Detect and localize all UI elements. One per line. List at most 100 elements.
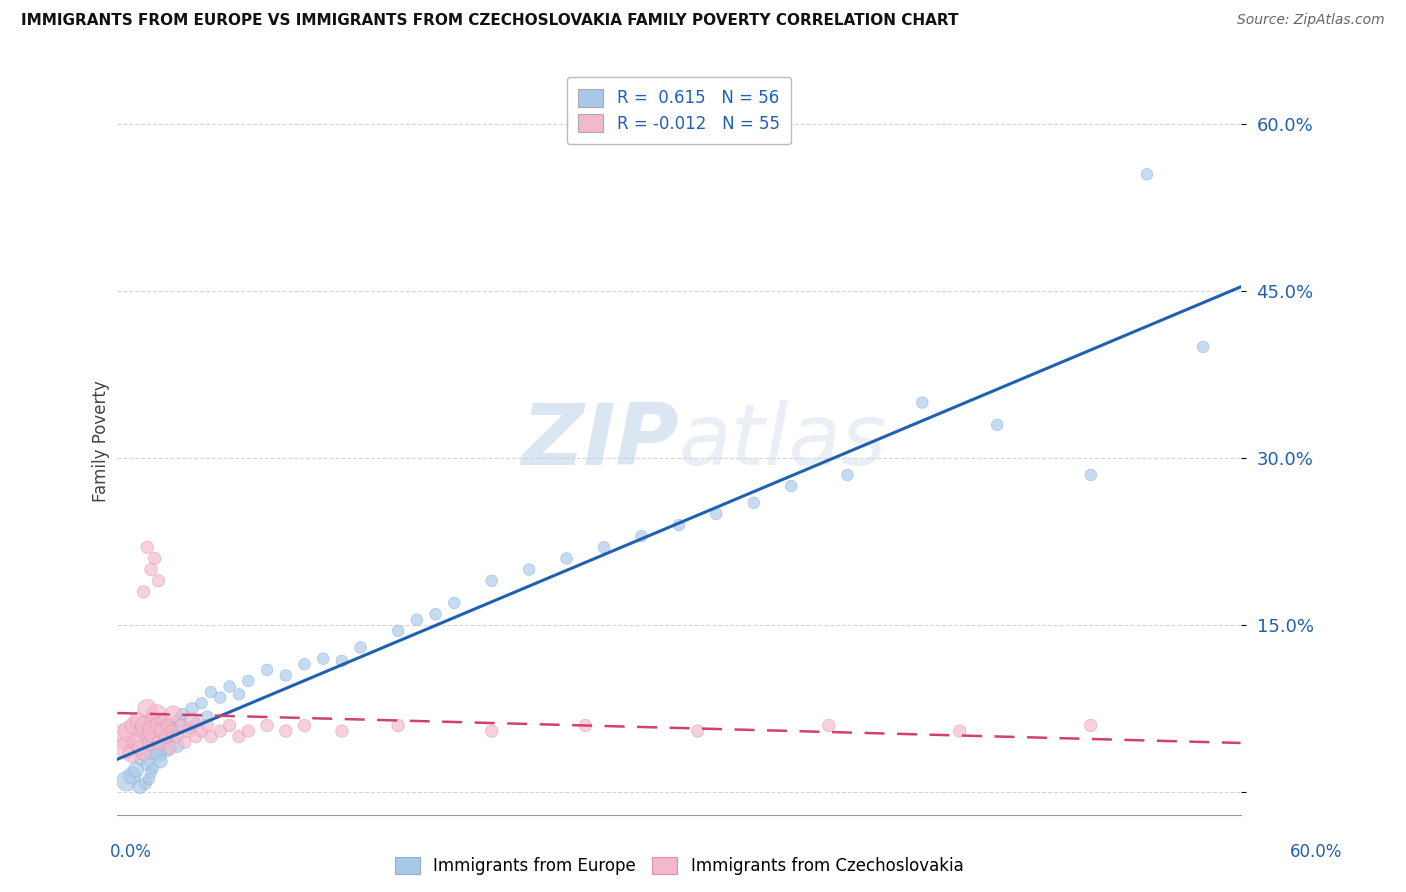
Point <box>156 743 179 757</box>
Point <box>181 702 204 716</box>
Point <box>481 574 503 588</box>
Point <box>170 718 193 732</box>
Text: 0.0%: 0.0% <box>110 843 152 861</box>
Point <box>238 724 260 739</box>
Point <box>177 721 200 735</box>
Point <box>228 687 250 701</box>
Point <box>238 673 260 688</box>
Point <box>200 730 222 744</box>
Point <box>481 724 503 739</box>
Point <box>195 709 218 723</box>
Point <box>143 740 166 755</box>
Point <box>121 747 143 761</box>
Text: IMMIGRANTS FROM EUROPE VS IMMIGRANTS FROM CZECHOSLOVAKIA FAMILY POVERTY CORRELAT: IMMIGRANTS FROM EUROPE VS IMMIGRANTS FRO… <box>21 13 959 29</box>
Point <box>131 752 153 766</box>
Point <box>256 718 278 732</box>
Point <box>294 718 316 732</box>
Point <box>125 735 148 749</box>
Point <box>155 730 177 744</box>
Point <box>350 640 373 655</box>
Point <box>136 541 159 555</box>
Point <box>128 740 150 755</box>
Point <box>200 685 222 699</box>
Point <box>132 585 155 599</box>
Point <box>136 702 159 716</box>
Point <box>153 713 176 727</box>
Point <box>330 724 353 739</box>
Point <box>136 757 159 772</box>
Point <box>593 541 616 555</box>
Point <box>128 780 150 794</box>
Point <box>159 718 181 732</box>
Point <box>166 730 188 744</box>
Point <box>630 529 652 543</box>
Text: Source: ZipAtlas.com: Source: ZipAtlas.com <box>1237 13 1385 28</box>
Point <box>138 730 160 744</box>
Point <box>143 724 166 739</box>
Point <box>134 718 156 732</box>
Point <box>209 690 232 705</box>
Point <box>686 724 709 739</box>
Point <box>160 724 183 739</box>
Point <box>166 739 188 753</box>
Point <box>139 563 162 577</box>
Point <box>159 740 181 755</box>
Point <box>181 713 204 727</box>
Point <box>150 724 173 739</box>
Point <box>149 754 172 768</box>
Point <box>387 624 409 638</box>
Point <box>111 730 134 744</box>
Point <box>134 776 156 790</box>
Point <box>142 713 165 727</box>
Point <box>117 724 139 739</box>
Point <box>1136 167 1159 181</box>
Point <box>1080 718 1102 732</box>
Point <box>138 772 160 786</box>
Point <box>162 724 184 739</box>
Point <box>125 763 148 777</box>
Point <box>986 417 1008 432</box>
Point <box>172 707 194 722</box>
Point <box>122 718 145 732</box>
Legend: R =  0.615   N = 56, R = -0.012   N = 55: R = 0.615 N = 56, R = -0.012 N = 55 <box>567 77 792 145</box>
Text: 60.0%: 60.0% <box>1291 843 1343 861</box>
Point <box>1080 467 1102 482</box>
Point <box>139 765 162 780</box>
Point <box>742 496 765 510</box>
Point <box>274 668 297 682</box>
Point <box>153 735 176 749</box>
Point <box>555 551 578 566</box>
Point <box>131 724 153 739</box>
Point <box>173 735 195 749</box>
Point <box>190 724 212 739</box>
Point <box>1192 340 1215 354</box>
Point <box>155 730 177 744</box>
Point <box>405 613 427 627</box>
Point <box>228 730 250 744</box>
Point <box>162 707 184 722</box>
Point <box>574 718 596 732</box>
Point <box>148 718 170 732</box>
Point <box>780 479 803 493</box>
Point <box>184 716 207 731</box>
Point <box>949 724 972 739</box>
Point <box>195 718 218 732</box>
Point <box>143 551 166 566</box>
Point <box>115 740 138 755</box>
Point <box>115 774 138 789</box>
Point <box>149 735 172 749</box>
Point <box>184 730 207 744</box>
Point <box>425 607 447 621</box>
Point <box>209 724 232 739</box>
Y-axis label: Family Poverty: Family Poverty <box>93 381 110 502</box>
Point <box>177 724 200 739</box>
Point <box>121 768 143 782</box>
Point <box>145 707 167 722</box>
Point <box>312 651 335 665</box>
Point <box>132 747 155 761</box>
Point <box>218 680 240 694</box>
Point <box>517 563 540 577</box>
Text: atlas: atlas <box>679 400 887 483</box>
Point <box>911 395 934 409</box>
Point <box>274 724 297 739</box>
